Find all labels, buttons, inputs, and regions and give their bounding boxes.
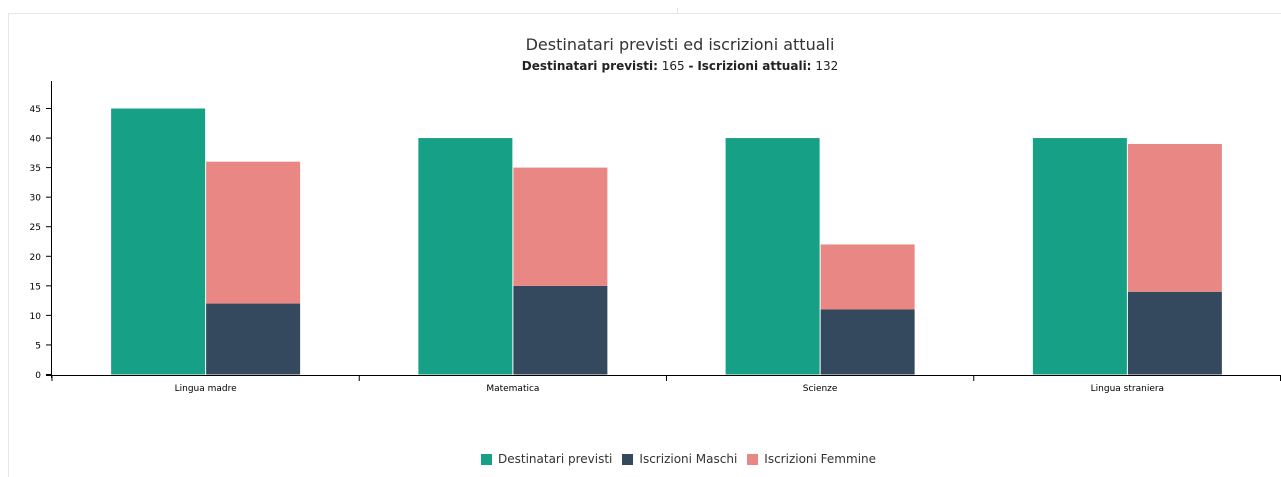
y-tick-label-20: 20 — [30, 253, 42, 263]
legend-swatch-maschi — [622, 453, 634, 465]
subtitle-label-destinatari: Destinatari previsti: — [521, 59, 658, 73]
x-tick-label-3: Scienze — [803, 384, 838, 394]
y-tick-label-40: 40 — [30, 135, 42, 145]
legend-label-femmine: Iscrizioni Femmine — [764, 452, 877, 466]
subtitle-label-iscrizioni: Iscrizioni attuali: — [697, 59, 812, 73]
panel-divider-tick — [677, 8, 678, 14]
legend-swatch-destinatari — [480, 453, 492, 465]
bar-destinatari-1 — [111, 108, 206, 375]
y-tick-label-25: 25 — [30, 223, 41, 233]
chart-subtitle: Destinatari previsti: 165 - Iscrizioni a… — [0, 59, 1281, 73]
bar-destinatari-3 — [725, 138, 820, 375]
bar-femmine-1 — [206, 161, 301, 304]
x-tick-label-2: Matematica — [486, 384, 539, 394]
legend-swatch-femmine — [747, 453, 759, 465]
y-tick-label-0: 0 — [35, 371, 41, 381]
x-tick-label-1: Lingua madre — [175, 384, 238, 394]
legend-item-maschi[interactable]: Iscrizioni Maschi — [622, 452, 737, 466]
subtitle-value-iscrizioni: 132 — [815, 59, 839, 73]
x-tick-label-4: Lingua straniera — [1091, 384, 1164, 394]
chart-legend: Destinatari previsti Iscrizioni Maschi I… — [0, 452, 1281, 466]
legend-item-femmine[interactable]: Iscrizioni Femmine — [747, 452, 876, 466]
chart-title: Destinatari previsti ed iscrizioni attua… — [525, 35, 835, 54]
legend-label-maschi: Iscrizioni Maschi — [639, 452, 738, 466]
bar-destinatari-2 — [418, 138, 513, 375]
bar-maschi-2 — [513, 285, 608, 375]
subtitle-separator: - — [688, 59, 694, 73]
subtitle-value-destinatari: 165 — [661, 59, 685, 73]
y-tick-label-45: 45 — [30, 105, 41, 115]
y-tick-label-30: 30 — [30, 194, 42, 204]
bar-maschi-1 — [206, 303, 301, 375]
y-tick-label-35: 35 — [30, 164, 41, 174]
bar-maschi-3 — [820, 309, 915, 375]
panel-top-border — [8, 13, 1281, 14]
y-tick-label-5: 5 — [35, 341, 41, 351]
bar-destinatari-4 — [1032, 138, 1127, 375]
legend-item-destinatari[interactable]: Destinatari previsti — [480, 452, 613, 466]
bar-femmine-2 — [513, 167, 608, 286]
legend-label-destinatari: Destinatari previsti — [497, 452, 613, 466]
y-tick-label-15: 15 — [30, 282, 41, 292]
bar-maschi-4 — [1127, 291, 1222, 375]
bar-femmine-3 — [820, 244, 915, 310]
bar-femmine-4 — [1127, 143, 1222, 292]
y-tick-label-10: 10 — [30, 312, 42, 322]
panel-left-border — [8, 13, 9, 477]
